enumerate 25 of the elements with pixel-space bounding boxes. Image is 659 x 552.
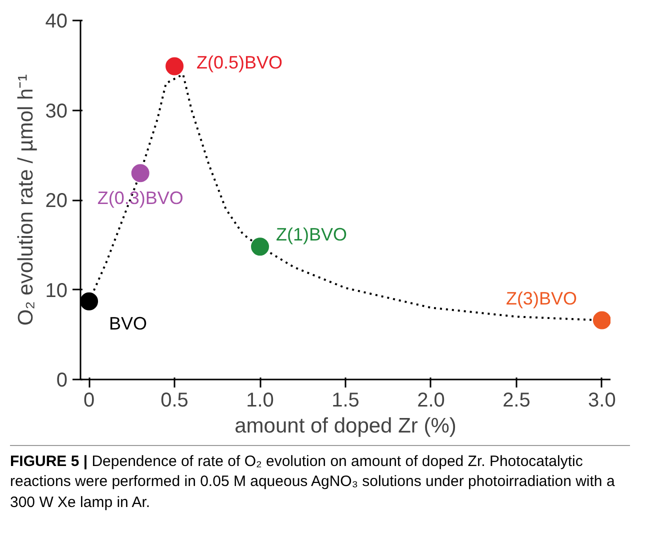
y-tick-label: 30 [45,100,68,122]
x-tick-label: 1.0 [246,390,274,412]
x-tick-label: 1.5 [332,390,360,412]
x-tick-label: 0 [83,390,95,412]
point [80,292,98,310]
y-tick-label: 40 [45,10,68,32]
point [166,57,184,76]
y-tick-label: 10 [45,280,68,302]
x-tick-label: 3.0 [588,390,616,412]
x-tick-label: 0.5 [160,390,188,412]
annotation: Z(3)BVO [506,288,577,308]
y-axis-title: O₂ evolution rate / µmol h⁻¹ [14,74,38,326]
x-tick-label: 2.0 [417,390,445,412]
annotation: Z(0.5)BVO [196,52,283,72]
y-tick-label: 20 [45,190,68,212]
y-tick-label: 0 [56,370,68,392]
x-tick-label: 2.5 [502,390,530,412]
point [592,311,610,330]
annotation: BVO [109,313,148,334]
point [251,238,270,256]
caption: FIGURE 5 | Dependence of rate of O₂ evolution on amount of doped Zr. Photocatalytic reactions were performed in 0.05 M aqueous AgNO₃ solutions under photoirradiation with a 300 W Xe lamp in Ar. [10,452,616,512]
annotation: Z(1)BVO [276,224,348,245]
annotation: Z(0.3)BVO [97,188,184,208]
x-axis-title: amount of doped Zr (%) [234,414,456,438]
point [131,164,150,182]
